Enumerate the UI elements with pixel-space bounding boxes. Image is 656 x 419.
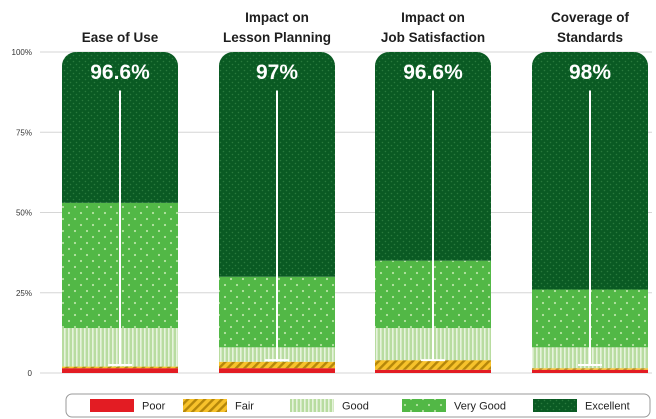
bar-segment-fair (532, 368, 648, 370)
bar-column-impact-on-lesson-planning: 97% (219, 52, 335, 373)
legend-label-excellent: Excellent (585, 401, 630, 413)
legend: Poor Fair Good Very Good Excellent (65, 393, 651, 418)
y-tick-label: 50% (16, 209, 32, 218)
bar-column-impact-on-job-satisfaction: 96.6% (375, 52, 491, 373)
y-tick-label: 25% (16, 289, 32, 298)
legend-label-good: Good (342, 401, 369, 413)
column-title: Lesson Planning (223, 30, 331, 45)
legend-label-poor: Poor (142, 401, 166, 413)
bar-percent-label: 96.6% (90, 61, 150, 84)
bar-segment-fair (375, 360, 491, 370)
bar-percent-label: 97% (256, 61, 298, 84)
bar-percent-label: 96.6% (403, 61, 463, 84)
legend-label-very-good: Very Good (454, 401, 506, 413)
column-title: Job Satisfaction (381, 30, 485, 45)
bar-segment-fair (62, 366, 178, 369)
column-title: Ease of Use (82, 30, 159, 45)
legend-swatch-fair (183, 399, 227, 412)
bar-segment-fair (219, 361, 335, 369)
column-titles: Ease of Use Impact on Lesson Planning Impac… (82, 10, 630, 45)
legend-swatch-excellent (533, 399, 577, 412)
y-tick-label: 100% (12, 48, 32, 57)
legend-label-fair: Fair (235, 401, 254, 413)
bar-column-ease-of-use: 96.6% (62, 52, 178, 373)
legend-swatch-good (290, 399, 334, 412)
bar-percent-label: 98% (569, 61, 611, 84)
bar-segment-poor (375, 369, 491, 373)
bar-segment-poor (62, 368, 178, 373)
bars: 96.6% 97% 96.6% 98% (62, 52, 648, 373)
legend-swatch-poor (90, 399, 134, 412)
column-title: Impact on (245, 10, 309, 25)
bar-segment-poor (219, 368, 335, 373)
legend-swatch-very-good (402, 399, 446, 412)
bar-column-coverage-of-standards: 98% (532, 52, 648, 373)
y-axis-ticks: 0 25% 50% 75% 100% (12, 48, 33, 378)
y-tick-label: 75% (16, 128, 32, 137)
bar-segment-poor (532, 369, 648, 373)
column-title: Coverage of (551, 10, 630, 25)
y-tick-label: 0 (28, 369, 33, 378)
column-title: Standards (557, 30, 623, 45)
column-title: Impact on (401, 10, 465, 25)
